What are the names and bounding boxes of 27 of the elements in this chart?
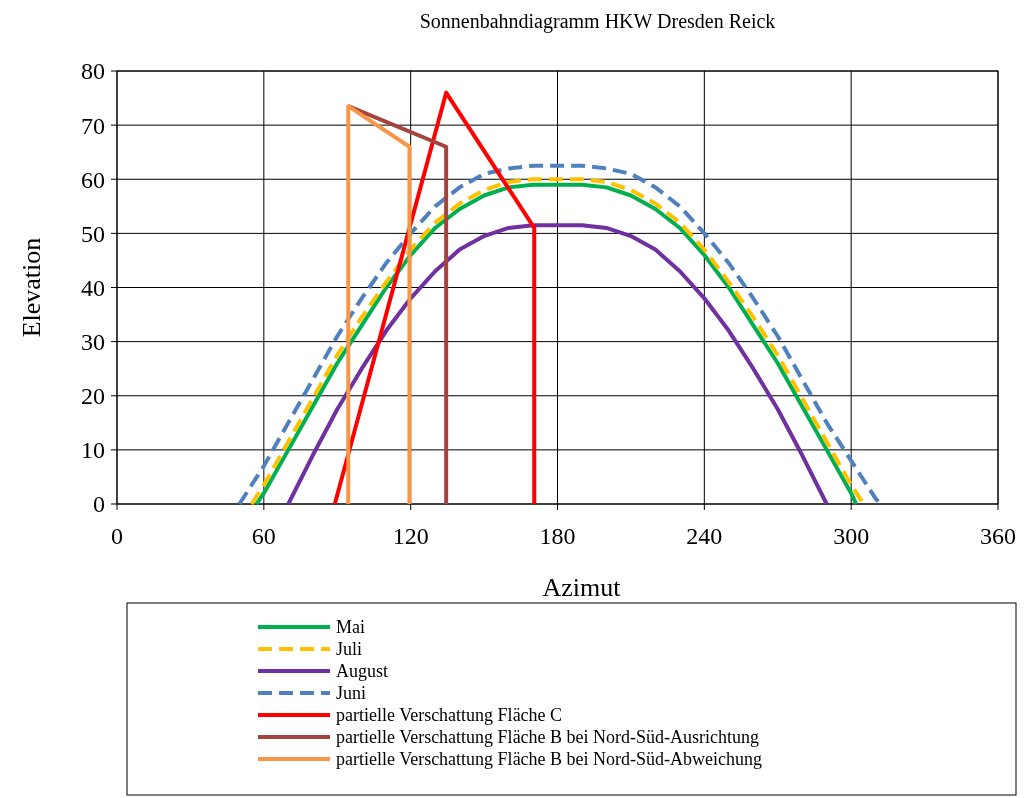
legend-label: Juli [336, 639, 363, 660]
legend-label: partielle Verschattung Fläche C [336, 705, 563, 726]
x-axis-title: Azimut [542, 573, 622, 602]
x-tick-label: 240 [686, 523, 723, 549]
y-tick-label: 60 [81, 166, 105, 193]
legend-label: Juni [336, 683, 367, 704]
y-tick-label: 30 [81, 329, 105, 356]
legend-label: Mai [336, 617, 365, 638]
y-tick-label: 0 [93, 491, 105, 518]
y-tick-label: 80 [81, 58, 105, 85]
y-tick-label: 40 [81, 274, 105, 301]
chart-title: Sonnenbahndiagramm HKW Dresden Reick [419, 10, 776, 33]
y-tick-label: 50 [81, 220, 105, 247]
y-tick-label: 20 [81, 383, 105, 410]
x-tick-label: 0 [111, 523, 123, 549]
x-tick-label: 180 [539, 523, 576, 549]
line-series [286, 223, 829, 506]
y-tick-label: 10 [81, 437, 105, 464]
y-tick-label: 70 [81, 112, 105, 139]
legend-label: August [336, 661, 389, 682]
x-tick-label: 360 [980, 523, 1016, 549]
y-axis-title: Elevation [17, 237, 46, 338]
x-tick-label: 60 [251, 523, 276, 549]
x-tick-label: 120 [392, 523, 429, 549]
legend-label: partielle Verschattung Fläche B bei Nord-Süd-Ausrichtung [336, 727, 760, 748]
x-tick-label: 300 [833, 523, 870, 549]
legend-label: partielle Verschattung Fläche B bei Nord-Süd-Abweichung [336, 749, 763, 770]
